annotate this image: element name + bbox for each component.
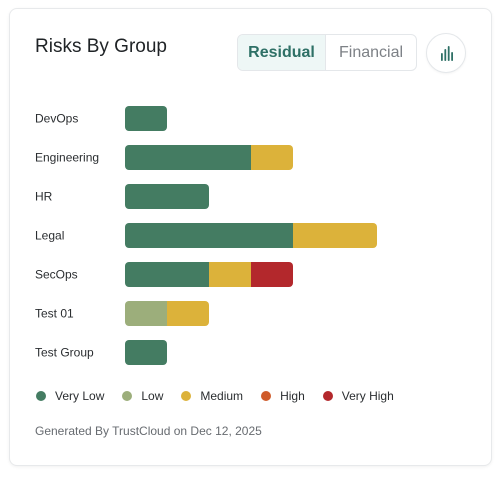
bar-legal[interactable] (125, 223, 377, 248)
bar-segment-very-low[interactable] (125, 262, 209, 287)
category-label: Engineering (35, 151, 99, 165)
category-label: SecOps (35, 268, 78, 282)
tab-residual[interactable]: Residual (238, 35, 326, 70)
bar-segment-very-high[interactable] (251, 262, 293, 287)
legend-dot-icon (36, 391, 46, 401)
category-label: DevOps (35, 112, 78, 126)
bar-hr[interactable] (125, 184, 209, 209)
bar-segment-medium[interactable] (209, 262, 251, 287)
category-label: Test 01 (35, 307, 74, 321)
bar-segment-medium[interactable] (167, 301, 209, 326)
bar-devops[interactable] (125, 106, 167, 131)
category-label: HR (35, 190, 53, 204)
bar-segment-medium[interactable] (293, 223, 377, 248)
legend-label: Very High (341, 389, 394, 403)
risk-bar-chart: DevOps Engineering HR Legal SecOps Test 01 Tes… (35, 106, 377, 365)
tab-financial[interactable]: Financial (338, 43, 404, 61)
legend-dot-icon (122, 391, 133, 401)
bar-engineering[interactable] (125, 145, 293, 170)
legend-label: High (280, 389, 305, 403)
bar-segment-very-low[interactable] (125, 340, 167, 365)
bar-segment-very-low[interactable] (125, 184, 209, 209)
bar-secops[interactable] (125, 262, 293, 287)
bar-chart-icon (441, 46, 453, 61)
legend-item-very-low[interactable]: Very Low (36, 389, 104, 403)
bar-segment-very-low[interactable] (125, 223, 293, 248)
bar-segment-very-low[interactable] (125, 106, 167, 131)
legend-item-high[interactable]: High (261, 389, 305, 403)
bar-test-01[interactable] (125, 301, 209, 326)
legend-item-very-high[interactable]: Very High (322, 389, 394, 403)
bar-segment-low[interactable] (125, 301, 167, 326)
risks-by-group-card: Risks By Group Residual Financial DevOps… (9, 8, 492, 466)
bar-segment-medium[interactable] (251, 145, 293, 170)
legend-item-medium[interactable]: Medium (181, 389, 243, 403)
category-label: Test Group (35, 346, 94, 360)
legend-label: Low (141, 389, 164, 403)
legend-label: Medium (200, 389, 244, 403)
chart-type-button[interactable] (426, 33, 466, 73)
legend-dot-icon (181, 391, 192, 401)
view-toggle: Residual Financial (237, 34, 417, 71)
legend-dot-icon (261, 391, 272, 401)
bar-segment-very-low[interactable] (125, 145, 251, 170)
bar-test-group[interactable] (125, 340, 167, 365)
category-label: Legal (35, 229, 64, 243)
card-title: Risks By Group (35, 36, 167, 57)
legend-item-low[interactable]: Low (122, 389, 163, 403)
chart-legend: Very Low Low Medium High Very High (36, 389, 412, 403)
legend-label: Very Low (55, 389, 105, 403)
generated-by-footer: Generated By TrustCloud on Dec 12, 2025 (35, 424, 262, 438)
legend-dot-icon (322, 391, 333, 401)
